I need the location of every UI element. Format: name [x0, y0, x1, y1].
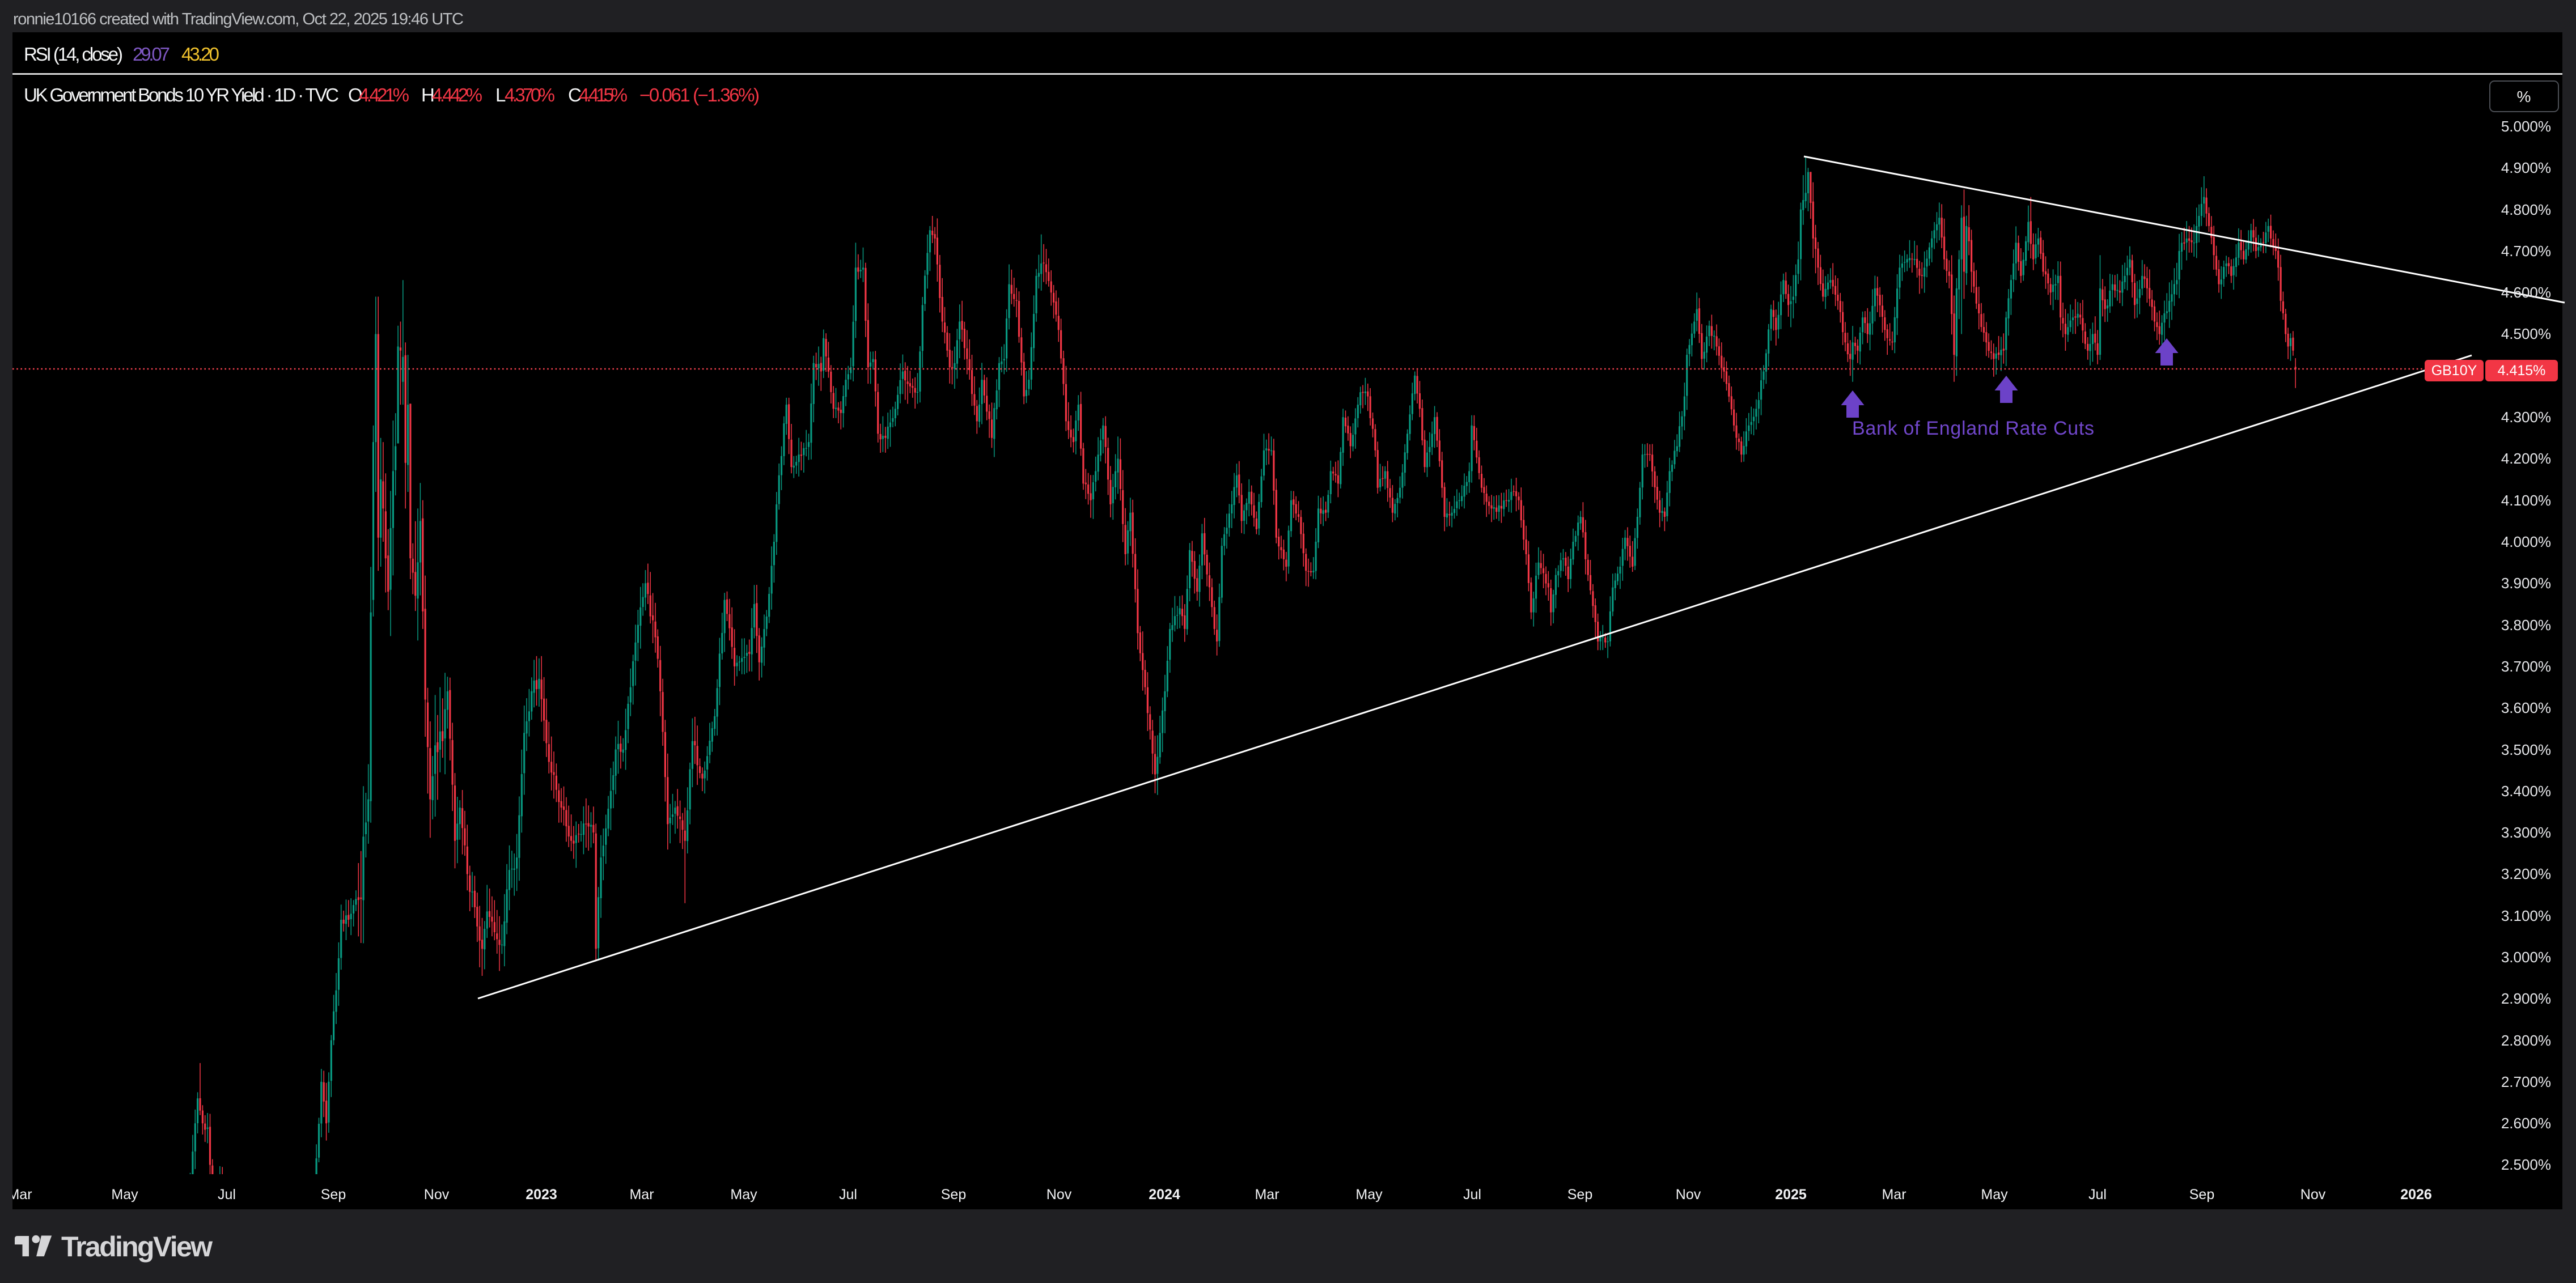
svg-text:3.700%: 3.700%	[2501, 658, 2551, 675]
svg-text:3.600%: 3.600%	[2501, 699, 2551, 716]
svg-text:3.000%: 3.000%	[2501, 949, 2551, 966]
svg-text:2.900%: 2.900%	[2501, 990, 2551, 1007]
svg-text:Mar: Mar	[1882, 1187, 1906, 1203]
svg-text:%: %	[2517, 88, 2531, 105]
svg-text:H: H	[421, 84, 435, 105]
svg-text:Mar: Mar	[629, 1187, 654, 1203]
svg-text:4.100%: 4.100%	[2501, 492, 2551, 509]
svg-text:GB10Y: GB10Y	[2431, 363, 2477, 379]
svg-text:L: L	[495, 84, 506, 105]
svg-text:C: C	[568, 84, 582, 105]
svg-text:43.20: 43.20	[181, 44, 219, 65]
svg-text:O: O	[348, 84, 363, 105]
svg-text:3.900%: 3.900%	[2501, 575, 2551, 592]
svg-text:2.800%: 2.800%	[2501, 1032, 2551, 1049]
svg-text:3.100%: 3.100%	[2501, 907, 2551, 924]
svg-text:Nov: Nov	[1676, 1187, 1701, 1203]
svg-text:May: May	[1981, 1187, 2008, 1203]
svg-text:4.800%: 4.800%	[2501, 201, 2551, 218]
svg-text:May: May	[730, 1187, 757, 1203]
svg-text:2.700%: 2.700%	[2501, 1073, 2551, 1090]
svg-text:Nov: Nov	[424, 1187, 450, 1203]
svg-text:UK Government Bonds 10 YR Yiel: UK Government Bonds 10 YR Yield · 1D · T…	[24, 84, 339, 105]
svg-text:Jul: Jul	[2088, 1187, 2107, 1203]
svg-text:Mar: Mar	[1255, 1187, 1279, 1203]
svg-text:Sep: Sep	[1567, 1187, 1592, 1203]
svg-text:4.370%: 4.370%	[505, 84, 555, 105]
svg-text:3.500%: 3.500%	[2501, 741, 2551, 758]
svg-text:3.800%: 3.800%	[2501, 617, 2551, 634]
svg-text:2.600%: 2.600%	[2501, 1115, 2551, 1132]
svg-text:2023: 2023	[526, 1187, 557, 1203]
svg-text:Sep: Sep	[941, 1187, 966, 1203]
svg-text:4.500%: 4.500%	[2501, 325, 2551, 342]
svg-text:2.500%: 2.500%	[2501, 1156, 2551, 1173]
svg-text:May: May	[1355, 1187, 1383, 1203]
svg-text:Jul: Jul	[839, 1187, 857, 1203]
svg-text:2024: 2024	[1149, 1187, 1180, 1203]
svg-text:4.415%: 4.415%	[579, 84, 628, 105]
svg-text:Sep: Sep	[321, 1187, 346, 1203]
svg-text:Jul: Jul	[218, 1187, 236, 1203]
svg-text:4.442%: 4.442%	[432, 84, 482, 105]
svg-text:3.400%: 3.400%	[2501, 783, 2551, 800]
svg-text:4.700%: 4.700%	[2501, 243, 2551, 260]
svg-text:Nov: Nov	[1046, 1187, 1072, 1203]
svg-text:4.200%: 4.200%	[2501, 450, 2551, 467]
svg-text:3.300%: 3.300%	[2501, 824, 2551, 841]
svg-text:Mar: Mar	[7, 1187, 32, 1203]
svg-text:2026: 2026	[2400, 1187, 2432, 1203]
svg-text:4.300%: 4.300%	[2501, 409, 2551, 426]
svg-text:Nov: Nov	[2300, 1187, 2326, 1203]
svg-text:29.07: 29.07	[133, 44, 170, 65]
svg-text:May: May	[111, 1187, 138, 1203]
svg-text:RSI (14, close): RSI (14, close)	[24, 44, 123, 65]
svg-text:3.200%: 3.200%	[2501, 865, 2551, 882]
svg-text:4.900%: 4.900%	[2501, 159, 2551, 176]
svg-text:TradingView: TradingView	[61, 1231, 213, 1263]
svg-text:Jul: Jul	[1463, 1187, 1481, 1203]
svg-text:Bank of England Rate Cuts: Bank of England Rate Cuts	[1852, 418, 2094, 439]
svg-text:−0.061 (−1.36%): −0.061 (−1.36%)	[639, 84, 760, 105]
svg-text:5.000%: 5.000%	[2501, 118, 2551, 135]
svg-text:Sep: Sep	[2189, 1187, 2214, 1203]
svg-text:4.600%: 4.600%	[2501, 284, 2551, 301]
svg-text:4.000%: 4.000%	[2501, 533, 2551, 550]
svg-text:4.415%: 4.415%	[2498, 363, 2546, 379]
svg-text:2025: 2025	[1775, 1187, 1807, 1203]
svg-text:ronnie10166 created with Tradi: ronnie10166 created with TradingView.com…	[13, 10, 464, 28]
svg-text:4.421%: 4.421%	[359, 84, 409, 105]
